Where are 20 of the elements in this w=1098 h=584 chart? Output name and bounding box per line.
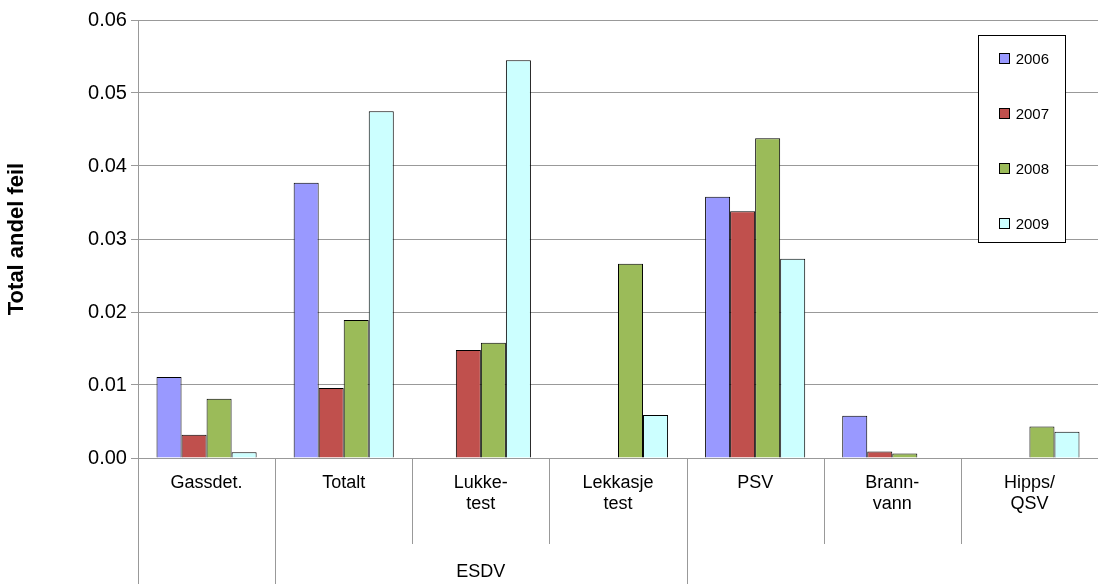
legend-label: 2006 <box>1015 50 1049 67</box>
y-tick-label: 0.03 <box>88 226 127 249</box>
x-tick-label: PSV <box>737 471 774 492</box>
legend-label: 2009 <box>1015 215 1049 232</box>
text: ESDV <box>456 560 506 581</box>
x-tick-label: Lekkasje test <box>582 471 654 514</box>
x-tick-label: Brann- vann <box>865 471 920 514</box>
y-axis-title: Total andel feil <box>3 162 29 316</box>
y-tick-label: 0.01 <box>88 372 127 395</box>
y-tick-label: 0.06 <box>88 7 127 30</box>
legend-label: 2007 <box>1015 105 1049 122</box>
legend-label: 2008 <box>1015 160 1049 177</box>
y-tick-label: 0.02 <box>88 299 127 322</box>
y-tick-label: 0.05 <box>88 80 127 103</box>
y-tick-label: 0.04 <box>88 153 127 176</box>
x-tick-label: Lukke- test <box>453 471 508 514</box>
x-tick-label: Totalt <box>322 471 366 492</box>
y-tick-label: 0.00 <box>88 445 127 468</box>
x-tick-label: Gassdet. <box>170 471 243 492</box>
x-tick-label: Hipps/ QSV <box>1003 471 1055 514</box>
